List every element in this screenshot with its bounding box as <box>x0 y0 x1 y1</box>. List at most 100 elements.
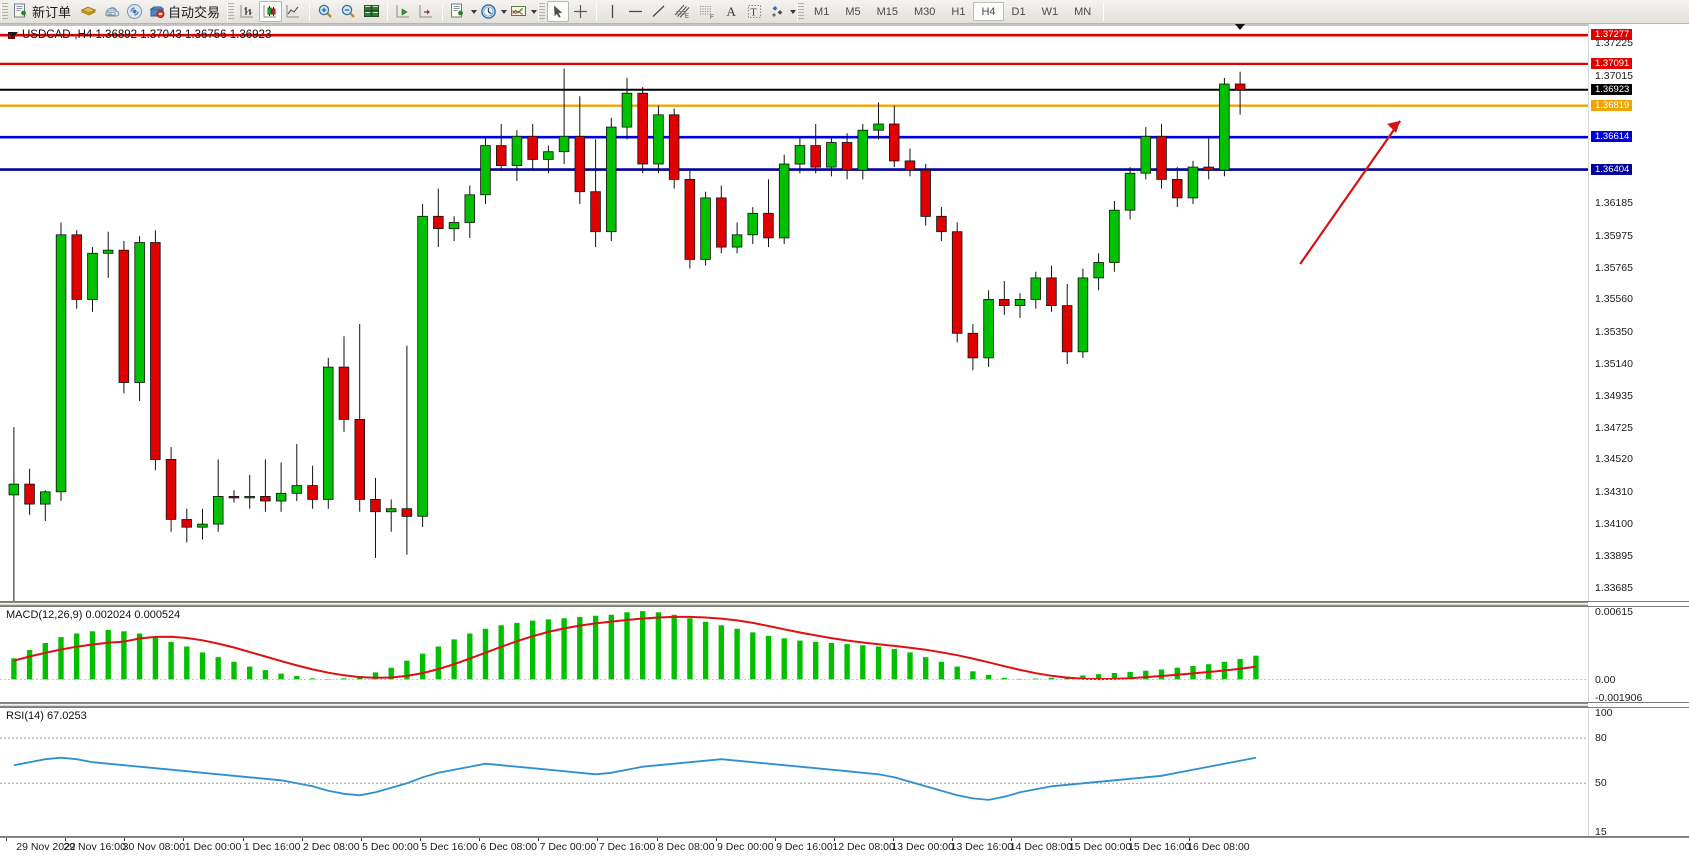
toolbox-icon[interactable]: 自动交易 <box>146 1 226 22</box>
chart-area[interactable]: 1.37225 1.37015 1.36185 1.35975 1.35765 1.355… <box>0 24 1689 860</box>
symbol-header[interactable]: USDCAD-,H4 1.36892 1.37043 1.36756 1.369… <box>0 27 271 43</box>
close-price-tag[interactable]: 1.36923 <box>1591 83 1633 95</box>
price-tick-label: 1.37015 <box>1595 69 1633 82</box>
price-tick-label: 1.35975 <box>1595 229 1633 242</box>
rsi-tick-label: 100 <box>1595 707 1613 719</box>
auto-trading-label: 自动交易 <box>168 4 221 20</box>
zoom-in-icon[interactable] <box>314 1 337 22</box>
pane-splitter-1[interactable] <box>0 602 1588 606</box>
time-tick <box>242 838 244 841</box>
price-tick-label: 1.33895 <box>1595 549 1633 562</box>
period-m1[interactable]: M1 <box>814 6 830 18</box>
period-m15[interactable]: M15 <box>876 6 898 18</box>
toolbar-grip-4[interactable] <box>797 2 805 21</box>
price-pane[interactable]: 1.37225 1.37015 1.36185 1.35975 1.35765 1.355… <box>0 24 1689 602</box>
symbol-dropdown-icon[interactable] <box>8 32 18 38</box>
signals-icon[interactable] <box>123 1 146 22</box>
indicators-icon[interactable] <box>447 1 470 22</box>
macd-plot[interactable] <box>0 607 1588 702</box>
period-h1[interactable]: H1 <box>951 6 966 18</box>
periods-dropdown-caret[interactable] <box>501 9 508 14</box>
time-tick <box>124 838 126 841</box>
time-tick <box>538 838 540 841</box>
svg-text:A: A <box>727 4 737 19</box>
time-tick-label: 9 Dec 16:00 <box>776 841 833 853</box>
rsi-plot[interactable] <box>0 708 1588 836</box>
rsi-scale[interactable]: 100 80 50 15 <box>1588 707 1689 837</box>
equidistant-channel-icon[interactable]: E <box>670 1 695 22</box>
macd-scale[interactable]: 0.00615 0.00 -0.001906 <box>1588 606 1689 704</box>
templates-icon[interactable] <box>507 1 530 22</box>
trendline-icon[interactable] <box>647 1 670 22</box>
chart-shift-icon[interactable] <box>415 1 438 22</box>
time-tick-label: 30 Nov 08:00 <box>122 841 186 853</box>
period-h4[interactable]: H4 <box>973 2 1004 21</box>
new-order-button[interactable]: 新订单 <box>10 1 77 22</box>
time-tick-label: 16 Dec 08:00 <box>1187 841 1250 853</box>
time-axis[interactable]: 29 Nov 2022 29 Nov 16:00 30 Nov 08:00 1 Dec… <box>0 837 1689 860</box>
profile-icon[interactable] <box>77 1 100 22</box>
horizontal-line-icon[interactable] <box>624 1 647 22</box>
price-tick-label: 1.35560 <box>1595 293 1633 306</box>
period-w1[interactable]: W1 <box>1041 6 1059 18</box>
symbol-info: USDCAD-,H4 1.36892 1.37043 1.36756 1.369… <box>22 29 272 41</box>
time-tick-label: 1 Dec 00:00 <box>184 841 242 853</box>
period-mn[interactable]: MN <box>1074 6 1092 18</box>
time-tick-label: 5 Dec 16:00 <box>421 841 478 853</box>
period-m30[interactable]: M30 <box>914 6 936 18</box>
price-tick-label: 1.37225 <box>1595 37 1633 50</box>
resistance-level-tag-1[interactable]: 1.37277 <box>1591 29 1633 41</box>
data-window-icon[interactable] <box>100 1 123 22</box>
order-level-tag[interactable]: 1.36819 <box>1591 99 1633 111</box>
svg-text:F: F <box>710 15 714 20</box>
crosshair-icon[interactable] <box>569 1 592 22</box>
vertical-line-icon[interactable] <box>601 1 624 22</box>
toolbar-grip[interactable] <box>1 2 8 21</box>
price-tick-label: 1.36185 <box>1595 197 1633 210</box>
shapes-dropdown-caret[interactable] <box>790 9 797 14</box>
toolbar-divider-4 <box>596 2 598 21</box>
bar-chart-icon[interactable] <box>236 1 259 22</box>
periods-icon[interactable] <box>477 1 500 22</box>
time-tick-label: 9 Dec 00:00 <box>716 841 774 853</box>
zoom-out-icon[interactable] <box>337 1 360 22</box>
support-level-tag-2[interactable]: 1.36404 <box>1591 163 1633 175</box>
macd-tick-label: 0.00615 <box>1595 606 1633 618</box>
resistance-level-tag-2[interactable]: 1.37091 <box>1591 57 1633 69</box>
pane-splitter-2[interactable] <box>0 703 1588 707</box>
svg-text:T: T <box>751 8 757 19</box>
period-d1[interactable]: D1 <box>1011 6 1026 18</box>
time-tick <box>183 838 185 841</box>
cursor-icon[interactable] <box>547 1 570 22</box>
price-plot[interactable] <box>0 24 1588 601</box>
main-toolbar: 新订单 <box>0 0 1689 24</box>
time-tick <box>656 838 658 841</box>
time-tick <box>420 838 421 841</box>
templates-dropdown-caret[interactable] <box>531 9 538 14</box>
period-m5[interactable]: M5 <box>845 6 861 18</box>
time-tick-label: 6 Dec 08:00 <box>480 841 537 853</box>
rsi-series <box>0 737 1588 801</box>
toolbar-divider-1 <box>309 2 311 21</box>
auto-scroll-icon[interactable] <box>392 1 415 22</box>
toolbar-grip-3[interactable] <box>538 2 546 21</box>
up-arrow-annotation[interactable] <box>0 24 1588 601</box>
text-label-icon[interactable]: T <box>743 1 766 22</box>
price-scale[interactable]: 1.37225 1.37015 1.36185 1.35975 1.35765 1.355… <box>1588 24 1689 601</box>
price-tick-label: 1.34725 <box>1595 421 1633 434</box>
candlestick-chart-icon[interactable] <box>259 1 283 22</box>
rsi-pane[interactable]: 100 80 50 15 RSI(14) 67.0253 <box>0 707 1689 837</box>
macd-tick-label: -0.001906 <box>1595 692 1643 704</box>
support-level-tag-1[interactable]: 1.36614 <box>1591 131 1633 143</box>
shapes-icon[interactable] <box>766 1 789 22</box>
indicators-dropdown-caret[interactable] <box>471 9 478 14</box>
line-chart-icon[interactable] <box>282 1 305 22</box>
text-icon[interactable]: A <box>720 1 743 22</box>
toolbar-grip-2[interactable] <box>227 2 235 21</box>
macd-pane[interactable]: 0.00615 0.00 -0.001906 MACD(12,26,9) 0.002… <box>0 606 1689 703</box>
fibonacci-retracement-icon[interactable]: F <box>695 1 720 22</box>
time-tick-label: 7 Dec 16:00 <box>598 841 656 853</box>
time-tick <box>1129 838 1131 841</box>
tile-windows-icon[interactable] <box>360 1 383 22</box>
macd-tick-label: 0.00 <box>1595 673 1616 686</box>
